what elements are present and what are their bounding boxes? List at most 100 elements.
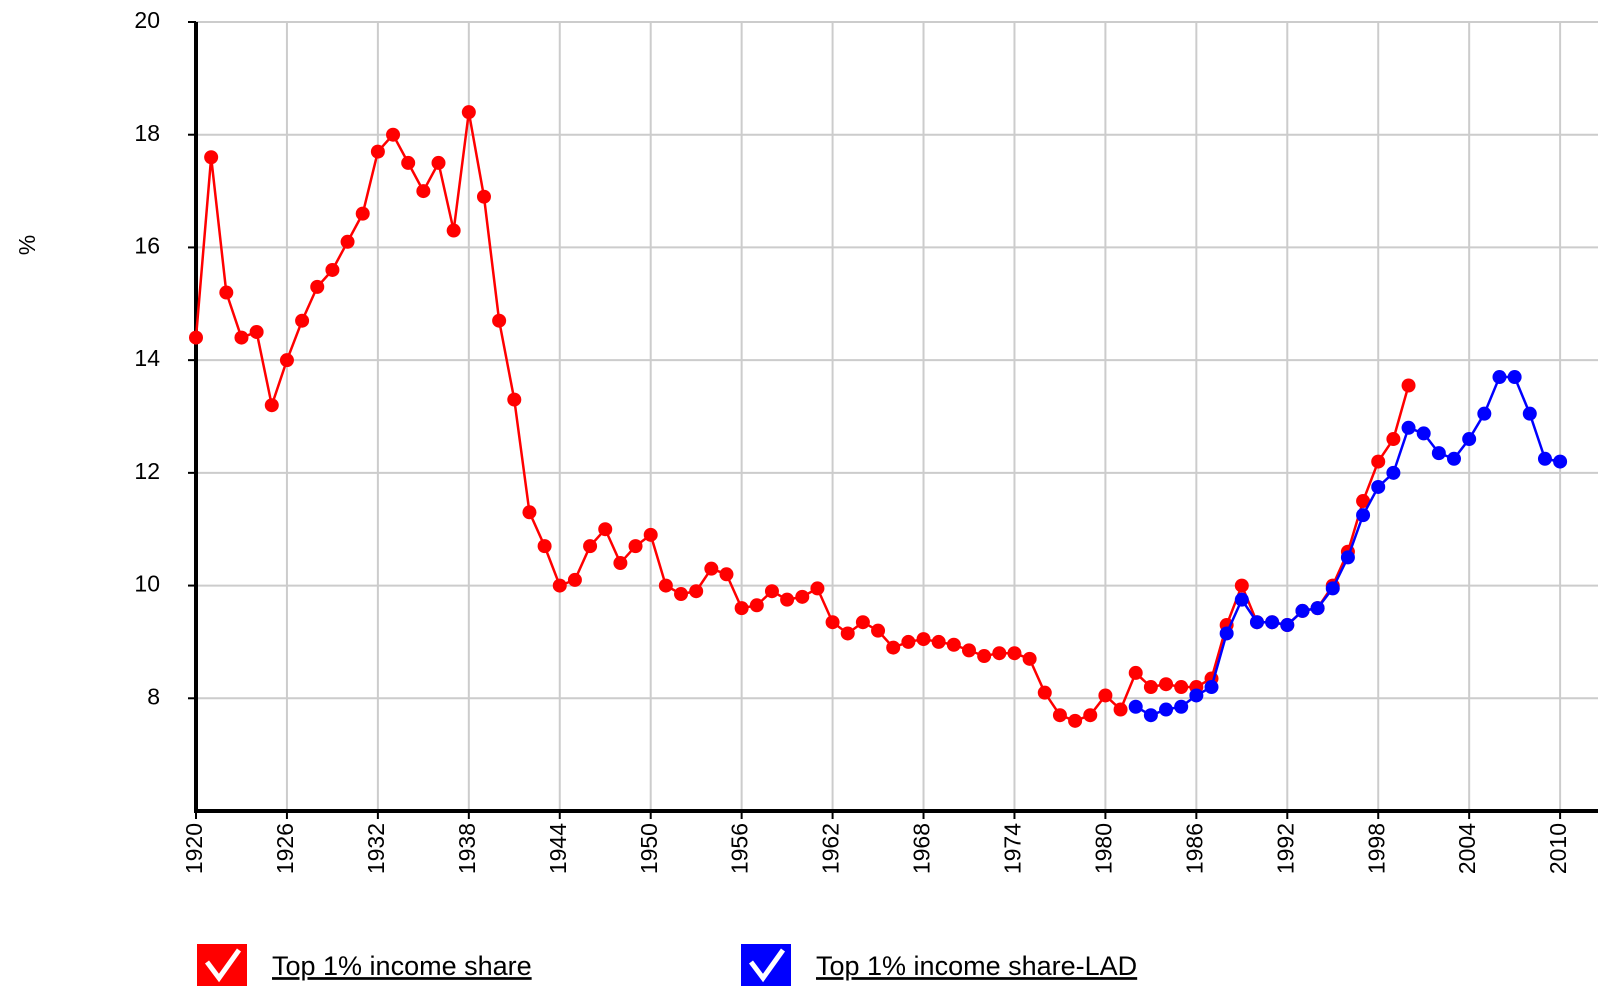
data-point — [1052, 708, 1067, 723]
data-point — [1371, 479, 1386, 494]
data-point — [689, 584, 704, 599]
data-point — [1265, 615, 1280, 630]
data-point — [1189, 688, 1204, 703]
data-point — [1204, 680, 1219, 695]
data-point — [977, 649, 992, 664]
data-point — [325, 262, 340, 277]
data-point — [583, 539, 598, 554]
data-point — [1386, 465, 1401, 480]
x-tick-label: 1986 — [1181, 823, 1207, 874]
data-point — [749, 598, 764, 613]
data-point — [1174, 680, 1189, 695]
data-point — [1447, 451, 1462, 466]
data-point — [1068, 713, 1083, 728]
data-point — [1280, 618, 1295, 633]
data-point — [476, 189, 491, 204]
data-point — [1143, 680, 1158, 695]
data-point — [643, 527, 658, 542]
legend-item[interactable]: Top 1% income share — [197, 944, 532, 986]
data-point — [704, 561, 719, 576]
x-tick-label: 1950 — [636, 823, 662, 874]
data-point — [537, 539, 552, 554]
data-point — [492, 313, 507, 328]
legend-check — [205, 948, 242, 983]
y-tick-label: 10 — [134, 571, 160, 597]
data-point — [507, 392, 522, 407]
y-tick-label: 12 — [134, 458, 160, 484]
data-point — [1128, 699, 1143, 714]
data-point — [1507, 370, 1522, 385]
data-point — [1537, 451, 1552, 466]
data-point — [234, 330, 249, 345]
data-point — [825, 615, 840, 630]
data-point — [446, 223, 461, 238]
data-point — [674, 587, 689, 602]
data-point — [1462, 432, 1477, 447]
x-tick-label: 1956 — [727, 823, 753, 874]
data-point — [1037, 685, 1052, 700]
data-point — [219, 285, 234, 300]
data-point — [1219, 626, 1234, 641]
y-tick-label: 16 — [134, 233, 160, 259]
data-point — [1174, 699, 1189, 714]
legend-swatch — [741, 944, 791, 986]
data-point — [1310, 601, 1325, 616]
data-point — [1249, 615, 1264, 630]
data-point — [780, 592, 795, 607]
x-tick-label: 2004 — [1454, 823, 1480, 874]
data-point — [598, 522, 613, 537]
data-point — [1098, 688, 1113, 703]
data-point — [567, 572, 582, 587]
data-point — [855, 615, 870, 630]
data-point — [1416, 426, 1431, 441]
data-point — [764, 584, 779, 599]
data-point — [295, 313, 310, 328]
x-tick-label: 1938 — [454, 823, 480, 874]
data-point — [1356, 508, 1371, 523]
data-point — [386, 127, 401, 142]
y-tick-label: 8 — [147, 683, 160, 709]
data-point — [961, 643, 976, 658]
data-point — [340, 234, 355, 249]
data-point — [1386, 432, 1401, 447]
data-point — [1356, 494, 1371, 509]
data-point — [901, 634, 916, 649]
y-axis-label: % — [14, 235, 40, 255]
data-point — [886, 640, 901, 655]
data-point — [1022, 651, 1037, 666]
data-point — [310, 279, 325, 294]
data-point — [401, 155, 416, 170]
data-point — [871, 623, 886, 638]
data-point — [719, 567, 734, 582]
data-point — [1159, 677, 1174, 692]
data-point — [416, 184, 431, 199]
data-point — [355, 206, 370, 221]
x-tick-label: 1998 — [1363, 823, 1389, 874]
legend-text: Top 1% income share-LAD — [816, 951, 1137, 981]
data-point — [1113, 702, 1128, 717]
data-point — [1234, 578, 1249, 593]
data-point — [1371, 454, 1386, 469]
data-point — [279, 353, 294, 368]
y-tick-label: 18 — [134, 120, 160, 146]
data-point — [992, 646, 1007, 661]
data-point — [628, 539, 643, 554]
data-point — [840, 626, 855, 641]
data-point — [264, 398, 279, 413]
data-point — [249, 324, 264, 339]
data-point — [1128, 665, 1143, 680]
data-point — [795, 589, 810, 604]
data-point — [1401, 378, 1416, 393]
data-point — [946, 637, 961, 652]
legend-text: Top 1% income share — [272, 951, 532, 981]
legend-item[interactable]: Top 1% income share-LAD — [741, 944, 1137, 986]
x-tick-label: 1968 — [909, 823, 935, 874]
data-point — [931, 634, 946, 649]
legend-check — [749, 948, 786, 983]
data-point — [1522, 406, 1537, 421]
data-point — [1401, 420, 1416, 435]
x-tick-label: 1932 — [363, 823, 389, 874]
data-point — [1083, 708, 1098, 723]
